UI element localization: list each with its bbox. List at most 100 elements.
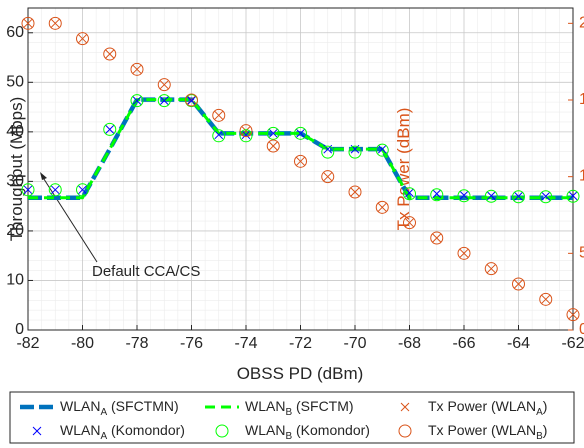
y-tick-label: 60 xyxy=(6,24,24,41)
legend-label: Tx Power (WLANA) xyxy=(428,398,547,418)
x-marker xyxy=(78,185,87,195)
x-marker xyxy=(541,294,551,304)
y2-axis-label: Tx Power (dBm) xyxy=(394,108,413,231)
x-marker xyxy=(214,130,224,140)
circle-marker xyxy=(348,185,362,199)
x-tick-label: -78 xyxy=(125,335,148,352)
x-marker xyxy=(105,125,115,134)
x-tick-label: -70 xyxy=(343,335,366,352)
series-line xyxy=(28,98,573,200)
y-axis-label: Throughput (Mbps) xyxy=(7,97,26,242)
circle-marker xyxy=(157,94,171,108)
circle-marker xyxy=(348,145,362,159)
y-tick-label: 50 xyxy=(6,74,24,91)
x-marker xyxy=(23,185,33,195)
circle-marker xyxy=(430,231,444,245)
x-tick-label: -62 xyxy=(561,335,584,352)
legend-swatch xyxy=(32,426,42,436)
circle-marker xyxy=(266,139,280,153)
circle-marker xyxy=(539,292,553,306)
x-marker xyxy=(486,264,496,274)
x-marker xyxy=(459,248,469,258)
x-marker xyxy=(377,202,387,212)
x-marker xyxy=(296,156,305,166)
x-tick-label: -82 xyxy=(16,335,39,352)
annotation-arrow xyxy=(41,175,98,263)
x-marker xyxy=(187,96,196,105)
circle-marker xyxy=(375,200,389,214)
y-tick-label: 20 xyxy=(6,222,24,239)
annotation: Default CCA/CS xyxy=(92,263,200,280)
x-marker xyxy=(214,110,224,120)
circle-marker xyxy=(457,246,471,260)
x-marker xyxy=(159,96,169,105)
x-marker xyxy=(486,191,496,201)
legend-label: WLANB (Komondor) xyxy=(245,422,370,442)
circle-marker xyxy=(239,129,253,143)
circle-marker xyxy=(539,190,553,204)
circle-marker xyxy=(21,16,35,30)
x-tick-label: -64 xyxy=(507,335,530,352)
x-marker xyxy=(405,188,414,198)
legend-label: WLANA (Komondor) xyxy=(60,422,185,442)
circle-marker xyxy=(48,183,62,197)
y2-tick-label: 10 xyxy=(579,168,584,185)
circle-marker xyxy=(294,154,307,168)
x-marker xyxy=(432,189,442,199)
y2-tick-label: 15 xyxy=(579,91,584,108)
grid xyxy=(27,8,574,331)
y2-tick-label: 20 xyxy=(579,15,584,32)
circle-marker xyxy=(566,189,580,203)
annotation-arrowhead xyxy=(40,172,47,180)
circle-marker xyxy=(403,187,416,201)
circle-marker xyxy=(212,108,226,122)
x-marker xyxy=(50,18,60,28)
circle-marker xyxy=(484,189,498,203)
legend-swatch xyxy=(398,424,412,438)
legend-label: WLANB (SFCTM) xyxy=(245,398,354,418)
x-tick-label: -74 xyxy=(234,335,257,352)
circle-marker xyxy=(76,32,89,46)
x-tick-label: -76 xyxy=(180,335,203,352)
circle-marker xyxy=(294,126,307,140)
circle-marker xyxy=(566,308,580,322)
x-marker xyxy=(241,130,251,140)
y2-tick-label: 0 xyxy=(579,321,584,338)
x-marker xyxy=(50,185,60,195)
circle-marker xyxy=(21,183,35,197)
x-marker xyxy=(159,80,169,90)
legend-box xyxy=(9,391,575,444)
legend-label: Tx Power (WLANB) xyxy=(428,422,547,442)
x-marker xyxy=(541,191,551,201)
legend-swatch xyxy=(215,424,229,438)
circle-marker xyxy=(484,262,498,276)
circle-marker xyxy=(457,189,471,203)
circle-marker xyxy=(321,145,335,159)
circle-marker xyxy=(512,277,525,291)
circle-marker xyxy=(130,62,144,76)
x-tick-label: -66 xyxy=(452,335,475,352)
legend-swatch xyxy=(400,402,410,412)
x-marker xyxy=(105,49,115,59)
x-marker xyxy=(405,218,414,228)
circle-marker xyxy=(48,16,62,30)
circle-marker xyxy=(430,188,444,202)
x-marker xyxy=(323,172,333,182)
x-marker xyxy=(377,144,387,154)
x-marker xyxy=(78,34,87,44)
y-tick-label: 30 xyxy=(6,173,24,190)
circle-marker xyxy=(212,129,226,143)
x-marker xyxy=(459,190,469,200)
x-marker xyxy=(268,128,278,138)
x-marker xyxy=(432,233,442,243)
circle-marker xyxy=(76,183,89,197)
y-tick-label: 40 xyxy=(6,123,24,140)
x-marker xyxy=(132,96,142,105)
y2-tick-label: 5 xyxy=(579,245,584,262)
circle-marker xyxy=(157,78,171,92)
circle-marker xyxy=(266,126,280,140)
x-marker xyxy=(296,128,305,138)
x-tick-label: -68 xyxy=(398,335,421,352)
circle-marker xyxy=(321,170,335,184)
